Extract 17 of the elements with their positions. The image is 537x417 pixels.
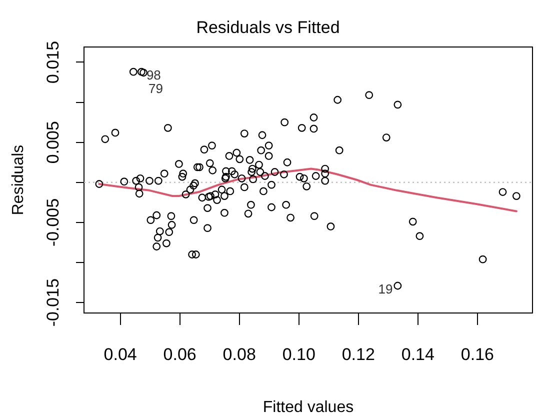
y-axis-title: Residuals xyxy=(10,144,28,216)
annotation: 98 xyxy=(146,67,161,82)
x-tick-label: 0.14 xyxy=(401,344,434,364)
x-tick-label: 0.08 xyxy=(222,344,256,364)
x-tick-label: 0.06 xyxy=(163,344,196,364)
x-tick-label: 0.12 xyxy=(342,344,375,364)
chart-title: Residuals vs Fitted xyxy=(196,18,340,37)
x-tick-label: 0.10 xyxy=(282,344,316,364)
y-tick-label: 0.005 xyxy=(44,121,63,164)
annotation: 79 xyxy=(148,80,163,96)
y-tick-label: -0.005 xyxy=(44,198,63,247)
x-tick-label: 0.04 xyxy=(104,344,137,364)
x-axis-title: Fitted values xyxy=(262,398,354,416)
x-tick-label: 0.16 xyxy=(460,344,494,364)
y-tick-label: 0.015 xyxy=(44,40,63,84)
annotation: 19 xyxy=(378,281,393,296)
y-tick-label: -0.015 xyxy=(44,278,63,327)
